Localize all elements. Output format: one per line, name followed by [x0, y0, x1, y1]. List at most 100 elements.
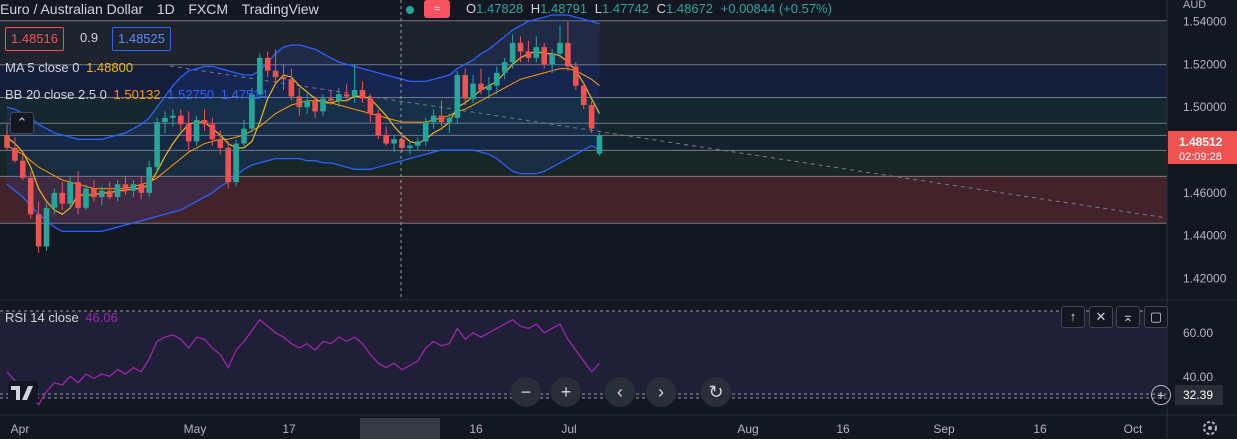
- plus-circle-icon: +: [1156, 387, 1166, 403]
- candle-body: [494, 72, 500, 86]
- candle-body: [225, 147, 231, 183]
- candle-body: [391, 139, 397, 144]
- ma5-line: [6, 50, 601, 216]
- candle-body: [272, 70, 279, 78]
- candle-body: [486, 85, 492, 90]
- zoom-in-button[interactable]: +: [551, 377, 581, 407]
- interval[interactable]: 1D: [156, 1, 175, 17]
- candle-body: [430, 115, 437, 123]
- price-zone: [0, 150, 1167, 177]
- low-value: 1.47742: [602, 1, 649, 16]
- chevron-right-icon: ›: [658, 382, 664, 402]
- price-tick-label: 1.54000: [1183, 14, 1227, 28]
- candle-body: [367, 98, 374, 114]
- collapse-pane-button[interactable]: ⌅: [1116, 306, 1140, 328]
- trendline[interactable]: [169, 65, 1168, 219]
- candle-body: [288, 79, 295, 97]
- buy-button[interactable]: 1.48525: [112, 27, 171, 51]
- collapse-legend-button[interactable]: ⌃: [10, 112, 34, 134]
- symbol-header[interactable]: Euro / Australian Dollar 1D FXCM Trading…: [0, 0, 319, 18]
- rsi-value-label: 32.39: [1183, 388, 1213, 402]
- candle-body: [59, 192, 66, 204]
- candle-body: [470, 83, 476, 99]
- rsi-legend[interactable]: RSI 14 close 46.06: [5, 310, 118, 325]
- candle-body: [501, 62, 508, 73]
- candle-body: [43, 207, 50, 247]
- bb-basis-value: 1.50132: [113, 87, 161, 102]
- candle-body: [91, 188, 97, 198]
- open-value: 1.47828: [476, 1, 524, 16]
- price-zone: [0, 135, 1167, 151]
- rsi-value-label-bg: [1175, 385, 1223, 405]
- minus-icon: −: [520, 382, 532, 402]
- delete-pane-button[interactable]: ✕: [1089, 306, 1113, 328]
- current-price-label-bg: [1168, 131, 1237, 164]
- rsi-line: [6, 318, 600, 406]
- collapse-icon: ⌅: [1122, 309, 1134, 324]
- arrow-up-icon: ↑: [1069, 309, 1077, 324]
- chevron-up-icon: ⌃: [16, 115, 28, 130]
- time-tick-label: Aug: [737, 422, 758, 436]
- bb-legend[interactable]: BB 20 close 2.5 0 1.50132 1.52750 1.4751…: [5, 87, 268, 102]
- rsi-path: [6, 318, 600, 406]
- candle-body: [359, 90, 366, 99]
- candle-body: [596, 135, 603, 154]
- time-axis-settings-icon[interactable]: [1203, 421, 1217, 435]
- low-label: L: [594, 1, 602, 16]
- candle-body: [217, 139, 224, 148]
- candle-body: [162, 117, 168, 123]
- candle-body: [51, 192, 58, 208]
- candle-body: [122, 184, 129, 191]
- maximize-pane-button[interactable]: ▢: [1144, 306, 1168, 328]
- maximize-icon: ▢: [1149, 309, 1163, 324]
- price-tick-label: 1.46000: [1183, 186, 1227, 200]
- candle-body: [257, 57, 263, 95]
- candle-body: [35, 214, 42, 247]
- candle-body: [296, 96, 303, 108]
- symbol-name[interactable]: Euro / Australian Dollar: [0, 1, 144, 17]
- candle-body: [233, 143, 239, 183]
- candle-body: [304, 100, 310, 108]
- candle-body: [312, 100, 318, 112]
- bb-lower-value: 1.47514: [220, 87, 268, 102]
- candle-body: [249, 94, 255, 129]
- scroll-left-button[interactable]: ‹: [605, 377, 635, 407]
- candle-body: [178, 115, 184, 125]
- candle-body: [193, 120, 200, 142]
- candle-body: [517, 42, 524, 52]
- candle-body: [549, 53, 555, 65]
- candle-body: [446, 117, 453, 123]
- exchange: FXCM: [188, 1, 229, 17]
- sell-button[interactable]: 1.48516: [5, 27, 64, 51]
- candle-body: [328, 98, 334, 101]
- chevron-left-icon: ‹: [617, 382, 623, 402]
- ohlc-values: O1.47828 H1.48791 L1.47742 C1.48672 +0.0…: [466, 0, 832, 18]
- add-alert-button[interactable]: +: [1151, 385, 1171, 405]
- reset-icon: ↻: [708, 382, 724, 402]
- scroll-right-button[interactable]: ›: [646, 377, 676, 407]
- rsi-tick-label: 60.00: [1183, 326, 1213, 340]
- time-tick-label: 16: [1033, 422, 1047, 436]
- bb-upper-line: [6, 14, 600, 140]
- ma-legend[interactable]: MA 5 close 0 1.48800: [5, 60, 133, 75]
- candle-body: [351, 90, 358, 97]
- reset-chart-button[interactable]: ↻: [701, 377, 731, 407]
- high-label: H: [530, 1, 541, 16]
- candle-body: [478, 83, 484, 90]
- rsi-pane-background: [0, 300, 1167, 415]
- currency-label: AUD: [1183, 0, 1206, 11]
- candle-body: [343, 94, 350, 97]
- time-tick-label: Oct: [1124, 422, 1143, 436]
- bollinger-band-fill: [7, 15, 600, 232]
- close-value: 1.48672: [666, 1, 714, 16]
- time-tick-label: 16: [469, 422, 483, 436]
- replay-icon[interactable]: ≈: [424, 0, 450, 18]
- zoom-out-button[interactable]: −: [511, 377, 541, 407]
- price-tick-label: 1.52000: [1183, 57, 1227, 71]
- candle-body: [541, 47, 547, 65]
- bb-fill-area: [7, 15, 600, 232]
- candle-body: [106, 190, 113, 198]
- move-pane-up-button[interactable]: ↑: [1061, 306, 1085, 328]
- close-icon: ✕: [1095, 309, 1107, 324]
